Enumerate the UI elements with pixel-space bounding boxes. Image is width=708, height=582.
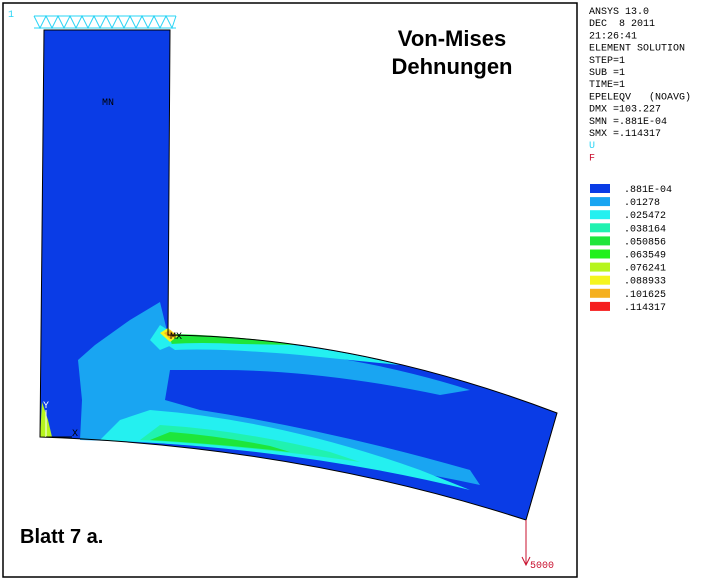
legend-swatch xyxy=(590,288,610,298)
force-label: 5000 xyxy=(530,561,554,572)
min-label: MN xyxy=(102,98,114,109)
info-f: F xyxy=(589,153,595,164)
legend-label: .038164 xyxy=(624,224,666,235)
legend-swatch xyxy=(590,301,610,311)
legend-label: .025472 xyxy=(624,211,666,222)
legend-swatch xyxy=(590,184,610,193)
caption: Blatt 7 a. xyxy=(20,526,103,548)
legend-swatch xyxy=(590,249,610,259)
legend-label: .01278 xyxy=(624,198,660,209)
y-axis-label: Y xyxy=(43,401,49,412)
info-line: SMX =.114317 xyxy=(589,129,661,140)
info-line: DMX =103.227 xyxy=(589,105,661,116)
info-line: TIME=1 xyxy=(589,80,625,91)
legend-swatch xyxy=(590,236,610,246)
info-line: 21:26:41 xyxy=(589,31,637,42)
legend-label: .881E-04 xyxy=(624,185,672,196)
region-corner-orange xyxy=(164,330,176,339)
info-line: ELEMENT SOLUTION xyxy=(589,44,685,55)
title-line: Von-Mises xyxy=(398,26,506,51)
constraints xyxy=(33,14,177,30)
info-u: U xyxy=(589,141,595,152)
info-line: DEC 8 2011 xyxy=(589,19,655,30)
model xyxy=(39,29,558,521)
info-line: STEP=1 xyxy=(589,56,625,67)
info-line: SMN =.881E-04 xyxy=(589,117,667,128)
legend-label: .114317 xyxy=(624,303,666,314)
info-line: ANSYS 13.0 xyxy=(589,7,649,18)
legend-label: .076241 xyxy=(624,264,666,275)
info-line: EPELEQV (NOAVG) xyxy=(589,91,691,103)
legend-swatch xyxy=(590,262,610,272)
legend-label: .101625 xyxy=(624,290,666,301)
legend-swatch xyxy=(590,197,610,207)
legend-label: .050856 xyxy=(624,237,666,248)
legend: .881E-04 .01278 .025472 .038164 .050856 .0635… xyxy=(590,184,672,314)
viewport-number: 1 xyxy=(8,10,14,21)
force-arrow xyxy=(521,520,531,567)
max-label: MX xyxy=(170,332,182,343)
legend-swatch xyxy=(590,223,610,233)
legend-label: .088933 xyxy=(624,277,666,288)
region-blue xyxy=(40,30,557,520)
legend-label: .063549 xyxy=(624,251,666,262)
legend-swatch xyxy=(590,210,610,220)
region-green-bottom xyxy=(150,432,290,452)
region-green-top xyxy=(165,334,300,345)
title-line: Dehnungen xyxy=(392,54,513,79)
info-line: SUB =1 xyxy=(589,68,625,79)
legend-swatch xyxy=(590,275,610,285)
x-axis-label: X xyxy=(72,429,78,440)
